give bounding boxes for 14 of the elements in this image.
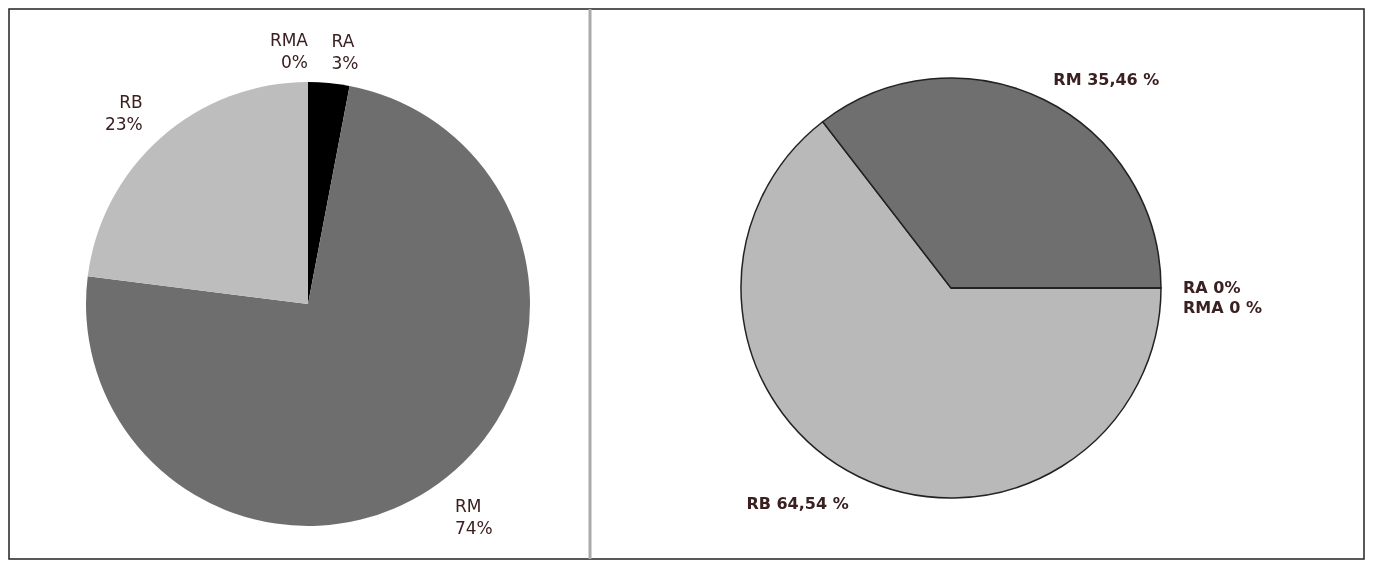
- category-label: RA 0%: [1183, 278, 1241, 297]
- data-label: 74%: [454, 518, 493, 539]
- data-label: 23%: [104, 114, 143, 135]
- text: 0%: [281, 52, 308, 72]
- category-label: RMA: [269, 30, 308, 50]
- pie-slice: [308, 82, 350, 304]
- slice-label: RB 64,54 %: [746, 494, 849, 514]
- data-label: 3%: [331, 53, 359, 74]
- slice-label: RA: [331, 31, 355, 52]
- category-label: RMA 0 %: [1183, 298, 1262, 317]
- slice-label: RB: [119, 92, 143, 113]
- pie-slice: [87, 82, 308, 304]
- slice-label: RM 35,46 %: [1053, 69, 1160, 89]
- slice-label: RM: [454, 496, 482, 517]
